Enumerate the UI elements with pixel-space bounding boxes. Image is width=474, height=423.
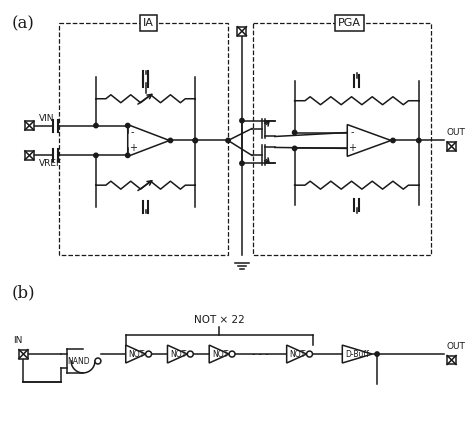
Text: D-Buff: D-Buff — [345, 349, 369, 359]
Circle shape — [146, 351, 152, 357]
Circle shape — [229, 351, 235, 357]
Text: NOT × 22: NOT × 22 — [194, 315, 245, 325]
Text: -: - — [350, 127, 354, 137]
Text: +: + — [128, 143, 137, 154]
Bar — [253, 23, 431, 255]
Text: (b): (b) — [11, 285, 35, 302]
Circle shape — [95, 358, 101, 364]
Bar — [237, 27, 246, 36]
Circle shape — [375, 352, 379, 356]
Text: IA: IA — [143, 18, 154, 28]
Circle shape — [126, 153, 130, 157]
Text: NOT: NOT — [290, 349, 306, 359]
Polygon shape — [342, 345, 372, 363]
Text: - - -: - - - — [253, 349, 269, 359]
Circle shape — [391, 138, 395, 143]
Circle shape — [240, 161, 244, 165]
Polygon shape — [347, 125, 391, 157]
Text: -: - — [131, 127, 135, 137]
Circle shape — [193, 138, 198, 143]
Circle shape — [240, 118, 244, 123]
Circle shape — [126, 124, 130, 128]
Circle shape — [168, 138, 173, 143]
Text: NAND: NAND — [68, 357, 91, 365]
Text: (a): (a) — [11, 15, 35, 32]
Circle shape — [417, 138, 421, 143]
Circle shape — [307, 351, 312, 357]
Text: NOT: NOT — [212, 349, 228, 359]
Bar — [25, 121, 34, 130]
Polygon shape — [209, 345, 229, 363]
Circle shape — [226, 138, 230, 143]
Text: NOT: NOT — [128, 349, 145, 359]
Circle shape — [187, 351, 193, 357]
Polygon shape — [126, 345, 146, 363]
Circle shape — [193, 138, 198, 143]
Bar — [447, 142, 456, 151]
Circle shape — [292, 130, 297, 135]
Bar — [59, 23, 228, 255]
Circle shape — [94, 124, 98, 128]
Text: VIN: VIN — [39, 114, 55, 123]
Bar — [25, 151, 34, 160]
Text: PGA: PGA — [338, 18, 361, 28]
Circle shape — [292, 146, 297, 151]
Text: OUT: OUT — [447, 342, 465, 351]
Text: NOT: NOT — [170, 349, 186, 359]
Text: OUT: OUT — [447, 128, 465, 137]
Polygon shape — [167, 345, 187, 363]
Bar — [447, 356, 456, 365]
Text: IN: IN — [13, 335, 23, 345]
Bar — [19, 349, 28, 359]
Text: VREF: VREF — [39, 159, 63, 168]
Text: +: + — [348, 143, 356, 154]
Polygon shape — [128, 125, 169, 157]
Circle shape — [94, 153, 98, 157]
Polygon shape — [287, 345, 307, 363]
